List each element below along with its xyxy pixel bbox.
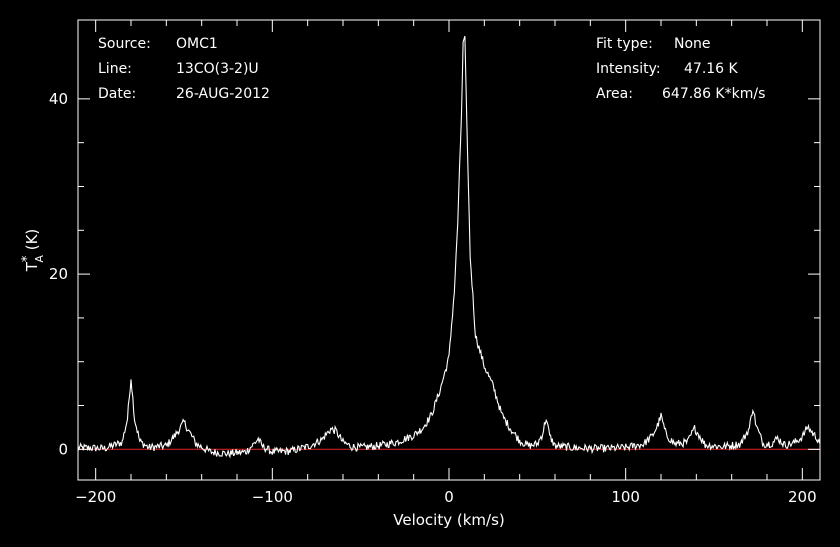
y-tick-label: 40 <box>49 90 68 108</box>
x-tick-label: 100 <box>611 488 640 506</box>
intensity-value: 47.16 K <box>684 61 738 77</box>
y-axis-label: T*A (K) <box>20 229 46 273</box>
area-value: 647.86 K*km/s <box>662 86 766 102</box>
area-label: Area: <box>596 86 633 102</box>
x-axis-label: Velocity (km/s) <box>393 511 504 529</box>
source-value: OMC1 <box>176 36 218 52</box>
date-label: Date: <box>98 86 137 102</box>
source-label: Source: <box>98 36 151 52</box>
y-tick-label: 20 <box>49 265 68 283</box>
fit-type-label: Fit type: <box>596 36 653 52</box>
date-value: 26-AUG-2012 <box>176 86 270 102</box>
x-tick-label: −100 <box>252 488 293 506</box>
x-tick-label: 0 <box>444 488 454 506</box>
fit-type-value: None <box>674 36 711 52</box>
x-tick-label: 200 <box>788 488 817 506</box>
x-tick-label: −200 <box>75 488 116 506</box>
intensity-label: Intensity: <box>596 61 661 77</box>
y-tick-label: 0 <box>58 440 68 458</box>
line-label: Line: <box>98 61 132 77</box>
plot-frame <box>77 19 821 481</box>
spectrum-line <box>77 35 821 459</box>
line-value: 13CO(3-2)U <box>176 61 259 77</box>
